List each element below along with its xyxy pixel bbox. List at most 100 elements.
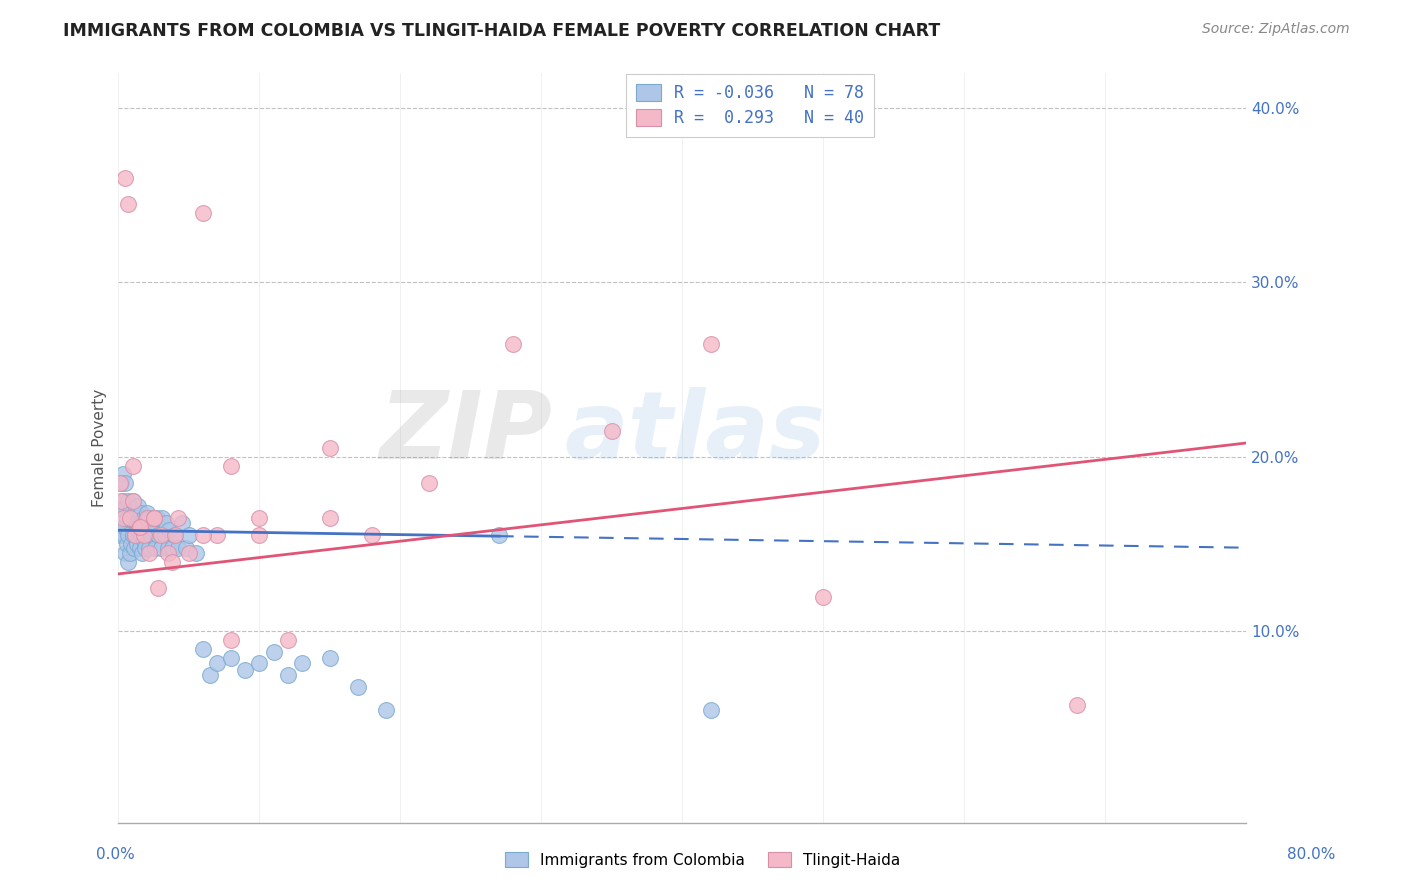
Point	[166, 541, 188, 555]
Point	[131, 546, 153, 560]
Point	[117, 197, 139, 211]
Point	[114, 476, 136, 491]
Point	[174, 541, 197, 555]
Point	[120, 502, 142, 516]
Point	[142, 523, 165, 537]
Point	[249, 528, 271, 542]
Point	[198, 668, 221, 682]
Point	[124, 528, 146, 542]
Point	[219, 633, 242, 648]
Point	[160, 555, 183, 569]
Legend: R = -0.036   N = 78, R =  0.293   N = 40: R = -0.036 N = 78, R = 0.293 N = 40	[626, 74, 875, 136]
Point	[114, 546, 136, 560]
Point	[111, 493, 134, 508]
Point	[263, 645, 285, 659]
Point	[146, 528, 169, 542]
Point	[121, 458, 143, 473]
Point	[124, 506, 146, 520]
Point	[699, 336, 721, 351]
Point	[117, 528, 139, 542]
Point	[319, 650, 342, 665]
Point	[219, 458, 242, 473]
Point	[132, 533, 155, 548]
Point	[1066, 698, 1088, 712]
Point	[205, 528, 228, 542]
Point	[319, 441, 342, 455]
Point	[128, 541, 150, 555]
Point	[114, 170, 136, 185]
Point	[191, 205, 214, 219]
Point	[132, 511, 155, 525]
Point	[291, 656, 314, 670]
Point	[111, 520, 134, 534]
Point	[121, 493, 143, 508]
Point	[191, 528, 214, 542]
Point	[131, 520, 153, 534]
Point	[127, 523, 149, 537]
Point	[361, 528, 384, 542]
Point	[155, 516, 177, 531]
Point	[136, 523, 159, 537]
Point	[135, 506, 157, 520]
Point	[277, 633, 299, 648]
Point	[143, 541, 166, 555]
Point	[132, 528, 155, 542]
Point	[111, 467, 134, 482]
Point	[114, 520, 136, 534]
Point	[699, 703, 721, 717]
Point	[139, 528, 162, 542]
Point	[134, 541, 156, 555]
Point	[146, 581, 169, 595]
Point	[122, 511, 145, 525]
Point	[138, 511, 160, 525]
Point	[129, 528, 152, 542]
Point	[249, 656, 271, 670]
Point	[129, 506, 152, 520]
Point	[319, 511, 342, 525]
Point	[121, 528, 143, 542]
Text: atlas: atlas	[564, 387, 825, 479]
Y-axis label: Female Poverty: Female Poverty	[93, 389, 107, 508]
Point	[177, 546, 200, 560]
Point	[157, 523, 180, 537]
Point	[488, 528, 510, 542]
Point	[160, 541, 183, 555]
Point	[108, 528, 131, 542]
Point	[347, 681, 370, 695]
Point	[111, 511, 134, 525]
Point	[502, 336, 524, 351]
Point	[418, 476, 440, 491]
Point	[156, 546, 179, 560]
Point	[110, 493, 132, 508]
Point	[156, 541, 179, 555]
Point	[128, 520, 150, 534]
Point	[115, 537, 138, 551]
Point	[219, 650, 242, 665]
Point	[125, 516, 148, 531]
Point	[191, 642, 214, 657]
Text: 80.0%: 80.0%	[1288, 847, 1336, 862]
Point	[120, 537, 142, 551]
Point	[138, 541, 160, 555]
Point	[233, 663, 256, 677]
Point	[115, 511, 138, 525]
Point	[117, 493, 139, 508]
Text: 0.0%: 0.0%	[96, 847, 135, 862]
Point	[166, 511, 188, 525]
Point	[249, 511, 271, 525]
Point	[118, 511, 141, 525]
Text: ZIP: ZIP	[380, 387, 553, 479]
Point	[205, 656, 228, 670]
Point	[170, 516, 193, 531]
Point	[112, 502, 135, 516]
Point	[135, 528, 157, 542]
Point	[142, 511, 165, 525]
Point	[138, 546, 160, 560]
Point	[145, 511, 167, 525]
Point	[141, 516, 163, 531]
Point	[600, 424, 623, 438]
Point	[112, 528, 135, 542]
Point	[142, 511, 165, 525]
Point	[149, 528, 172, 542]
Point	[135, 511, 157, 525]
